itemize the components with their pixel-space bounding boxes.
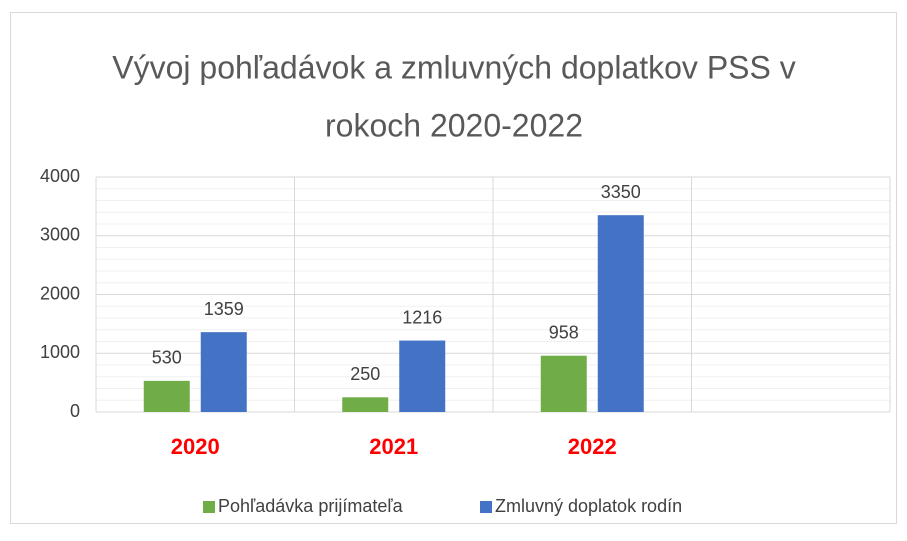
data-label: 530	[152, 348, 182, 368]
legend-label: Zmluvný doplatok rodín	[495, 496, 682, 516]
legend-swatch	[480, 501, 492, 513]
data-label: 958	[549, 322, 579, 342]
data-label: 3350	[601, 182, 641, 202]
bar	[200, 332, 247, 412]
bar	[143, 380, 190, 412]
y-tick-label: 1000	[40, 342, 80, 362]
y-tick-label: 3000	[40, 225, 80, 245]
legend-swatch	[203, 501, 215, 513]
data-label: 1216	[402, 307, 442, 327]
chart-title: Vývoj pohľadávok a zmluvných doplatkov P…	[112, 49, 795, 85]
bar	[399, 340, 446, 412]
y-tick-label: 4000	[40, 166, 80, 186]
x-tick-label: 2021	[369, 434, 418, 459]
bar	[342, 397, 389, 412]
x-tick-label: 2022	[568, 434, 617, 459]
chart-title: rokoch 2020-2022	[325, 107, 583, 143]
y-tick-label: 0	[70, 401, 80, 421]
bar	[540, 355, 587, 412]
x-tick-label: 2020	[171, 434, 220, 459]
y-tick-label: 2000	[40, 283, 80, 303]
data-label: 1359	[204, 299, 244, 319]
data-label: 250	[350, 364, 380, 384]
chart-border	[10, 12, 897, 524]
bar	[597, 215, 644, 412]
legend-label: Pohľadávka prijímateľa	[218, 496, 404, 516]
